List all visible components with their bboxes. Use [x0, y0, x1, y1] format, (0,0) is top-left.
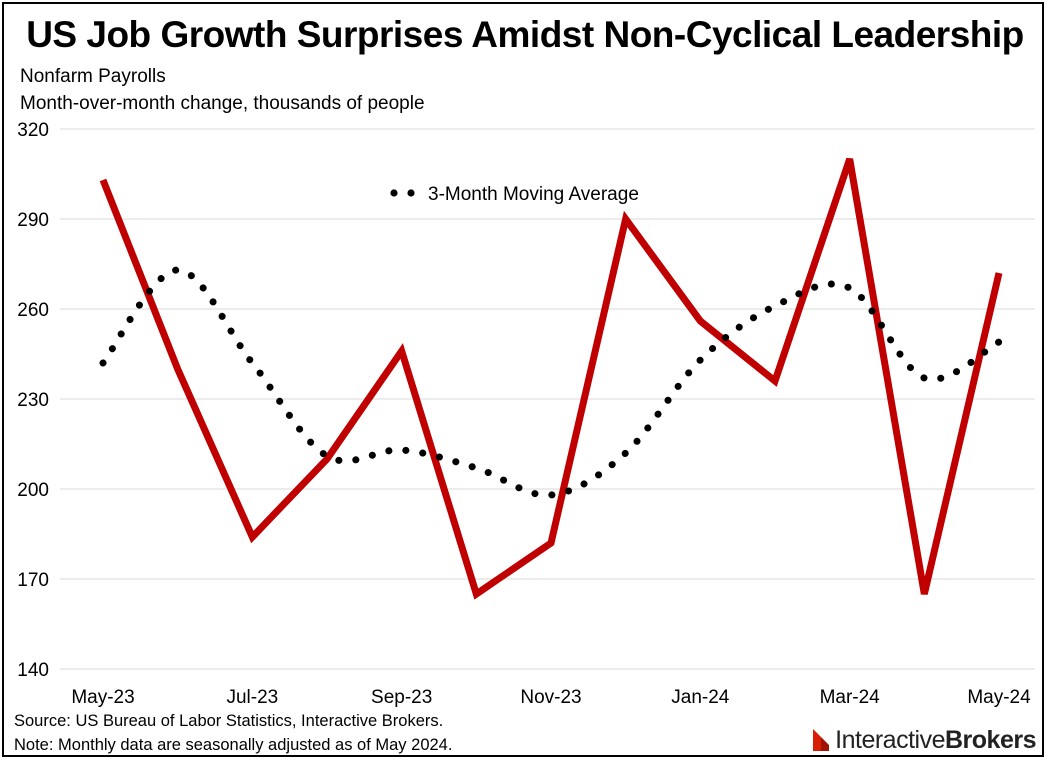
- x-tick-label: May-24: [967, 687, 1031, 708]
- x-tick-label: Nov-23: [520, 687, 581, 708]
- series-nonfarm-payrolls: [99, 157, 1003, 600]
- chart-subtitle-series: Nonfarm Payrolls: [20, 66, 166, 87]
- seasonal-note: Note: Monthly data are seasonally adjust…: [14, 736, 453, 754]
- y-tick-label: 260: [17, 300, 49, 321]
- interactive-brokers-logo: Interactive Brokers: [811, 725, 1037, 755]
- gridlines: [60, 128, 1035, 670]
- y-axis-ticks: 140 170 200 230 260 290 320: [17, 120, 49, 681]
- y-tick-label: 230: [17, 390, 49, 411]
- ib-logo-icon: [813, 729, 830, 751]
- legend-dot: [390, 189, 398, 197]
- x-tick-label: Jul-23: [226, 687, 278, 708]
- payrolls-line: [99, 157, 1003, 600]
- legend-label: 3-Month Moving Average: [428, 184, 639, 205]
- x-tick-label: Sep-23: [371, 687, 432, 708]
- logo-word-brokers: Brokers: [945, 725, 1037, 754]
- x-axis-ticks: May-23 Jul-23 Sep-23 Nov-23 Jan-24 Mar-24 May-…: [71, 687, 1031, 708]
- x-tick-label: Mar-24: [820, 687, 881, 708]
- x-tick-label: Jan-24: [671, 687, 730, 708]
- y-tick-label: 140: [17, 660, 49, 681]
- y-tick-label: 170: [17, 570, 49, 591]
- moving-average-line: [99, 266, 1003, 499]
- source-note: Source: US Bureau of Labor Statistics, I…: [14, 712, 444, 730]
- y-tick-label: 200: [17, 480, 49, 501]
- series-moving-average: [99, 266, 1003, 499]
- legend-dot: [407, 189, 415, 197]
- x-tick-label: May-23: [71, 687, 134, 708]
- chart-title: US Job Growth Surprises Amidst Non-Cycli…: [26, 14, 1024, 55]
- legend: 3-Month Moving Average: [390, 184, 639, 205]
- logo-word-interactive: Interactive: [835, 725, 945, 754]
- y-tick-label: 320: [17, 120, 49, 141]
- y-tick-label: 290: [17, 210, 49, 231]
- chart-subtitle-units: Month-over-month change, thousands of pe…: [20, 93, 425, 114]
